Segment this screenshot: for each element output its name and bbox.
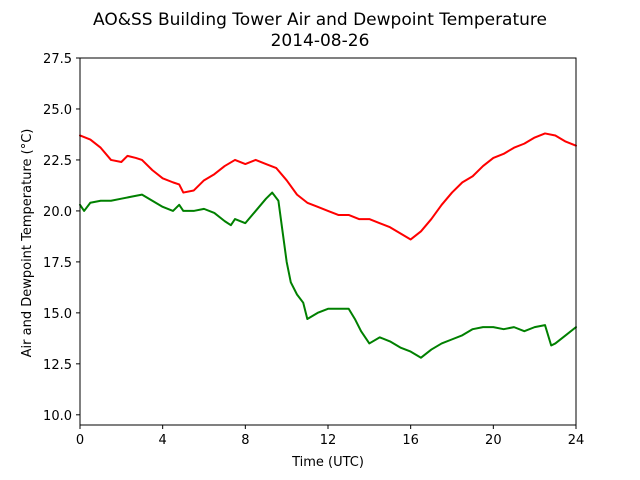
y-tick-label-5: 22.5 xyxy=(43,154,72,169)
x-tick-label-3: 12 xyxy=(320,433,337,448)
plot-area xyxy=(80,58,576,425)
x-tick-label-0: 0 xyxy=(76,433,84,448)
x-tick-label-6: 24 xyxy=(568,433,585,448)
x-tick-label-4: 16 xyxy=(402,433,419,448)
axis-layer: 0 4 8 12 16 20 24 10.0 12.5 15.0 17.5 20.0 22.5 25.0 2… xyxy=(43,52,584,448)
series-line-1 xyxy=(79,132,577,241)
series-layer xyxy=(79,132,577,359)
plot-background xyxy=(80,58,576,425)
y-tick-label-0: 10.0 xyxy=(43,409,72,424)
y-tick-label-2: 15.0 xyxy=(43,307,72,322)
x-tick-label-2: 8 xyxy=(241,433,249,448)
x-tick-label-5: 20 xyxy=(485,433,502,448)
y-tick-label-7: 27.5 xyxy=(43,52,72,67)
y-axis-label: Air and Dewpoint Temperature (°C) xyxy=(20,129,35,358)
y-tick-label-4: 20.0 xyxy=(43,205,72,220)
y-tick-label-3: 17.5 xyxy=(43,256,72,271)
y-tick-label-6: 25.0 xyxy=(43,103,72,118)
chart-title: AO&SS Building Tower Air and Dewpoint Te… xyxy=(93,10,547,30)
series-line-2 xyxy=(79,191,577,359)
x-axis-label: Time (UTC) xyxy=(291,455,364,470)
x-tick-label-1: 4 xyxy=(159,433,167,448)
y-tick-label-1: 12.5 xyxy=(43,358,72,373)
chart-subtitle: 2014-08-26 xyxy=(271,31,370,51)
